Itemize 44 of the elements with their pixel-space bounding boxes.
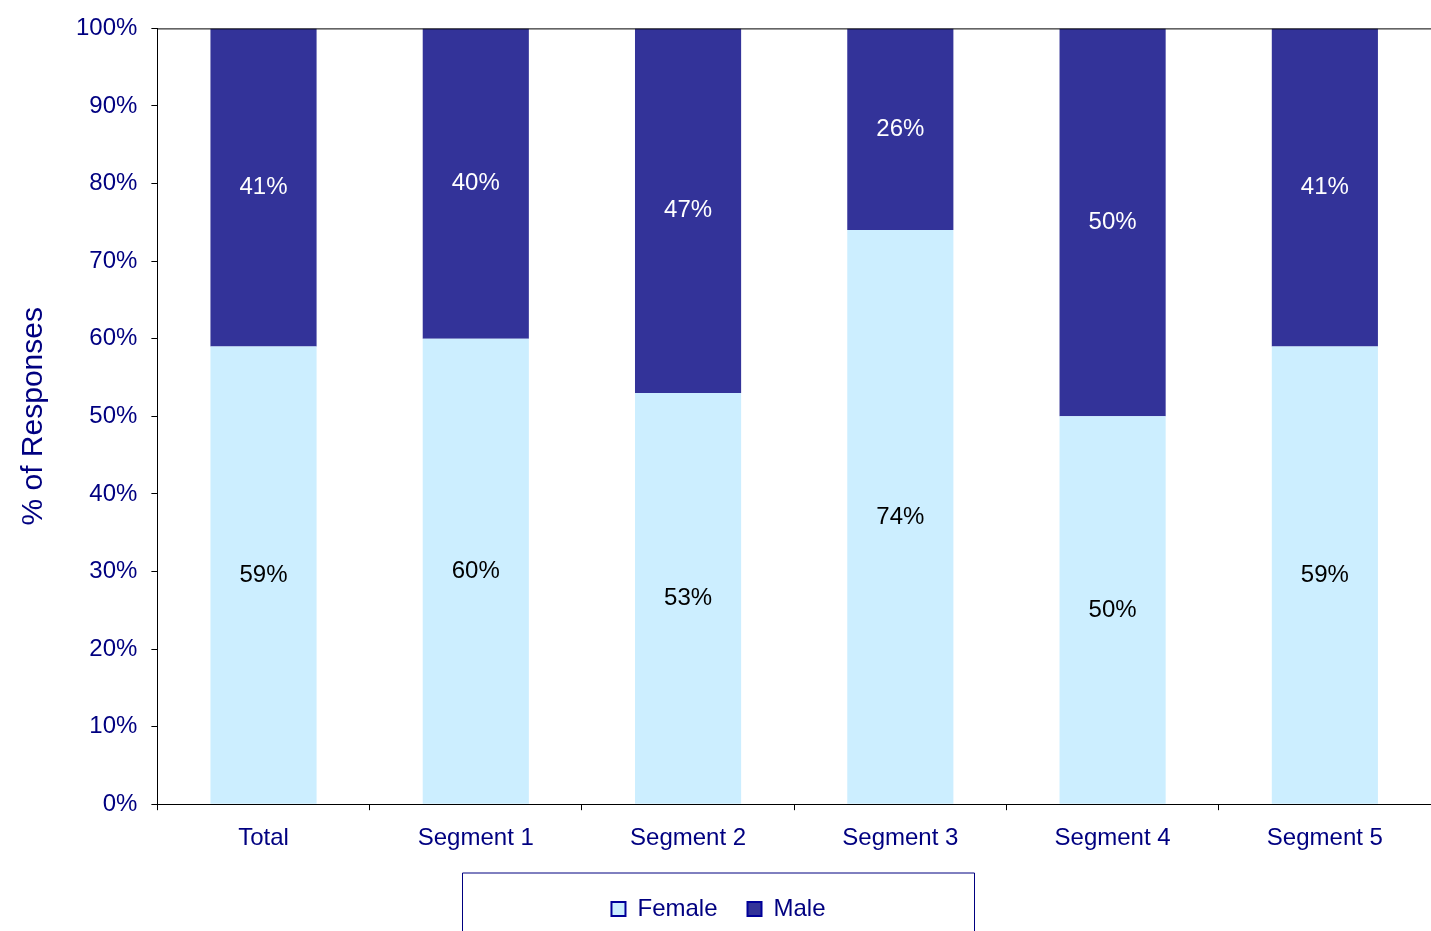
y-tick-label: 60% [89,323,138,351]
bar [847,28,954,231]
legend-label: Male [773,893,826,921]
y-tick-label: 30% [89,556,138,584]
y-tick-label: 10% [89,711,138,739]
legend-label: Female [637,893,718,921]
bar [210,346,317,804]
y-tick-label: 0% [102,788,138,816]
data-label: 50% [1088,594,1137,622]
y-tick-label: 90% [89,90,138,118]
x-tick-label: Segment 4 [1054,823,1171,851]
y-tick-label: 70% [89,245,138,273]
y-tick-label: 20% [89,633,138,661]
y-axis-title: % of Responses [15,307,49,526]
data-label: 59% [239,559,288,587]
data-label: 40% [451,168,500,196]
data-label: 47% [664,195,713,223]
bar [1271,28,1378,347]
x-tick-label: Segment 1 [417,823,534,851]
bar [422,338,529,804]
y-tick-label: 50% [89,400,138,428]
bar [1059,416,1166,804]
data-label: 59% [1300,559,1349,587]
data-label: 50% [1088,206,1137,234]
bar [210,28,317,347]
y-tick-label: 40% [89,478,138,506]
data-label: 41% [239,172,288,200]
bar [1271,346,1378,804]
bar [847,230,954,804]
x-tick-label: Segment 2 [630,823,747,851]
data-label: 41% [1300,172,1349,200]
y-tick-label: 100% [75,13,138,41]
bar [422,28,529,339]
data-label: 26% [876,113,925,141]
bar [1059,28,1166,417]
data-label: 74% [876,501,925,529]
x-tick-label: Total [238,823,289,851]
bar [634,393,742,804]
x-tick-label: Segment 3 [842,823,959,851]
bar [634,28,742,394]
data-label: 60% [451,555,500,583]
y-tick-label: 80% [89,168,138,196]
x-tick-label: Segment 5 [1266,823,1383,851]
data-label: 53% [664,582,713,610]
